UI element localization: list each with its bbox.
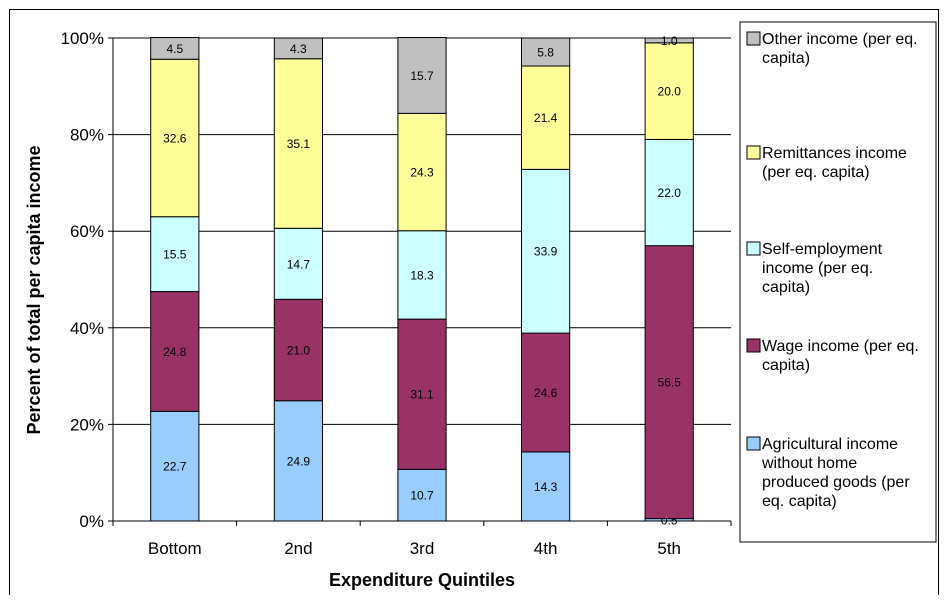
y-tick-label: 100% — [61, 29, 104, 48]
bar-segment — [644, 42, 694, 140]
legend-swatch — [746, 241, 761, 256]
x-tick-label: 4th — [534, 539, 558, 558]
bar-segment — [397, 37, 447, 114]
legend-label: capita) — [762, 50, 810, 67]
legend-label: without home — [761, 455, 857, 472]
legend-label: Remittances income — [762, 145, 907, 162]
bar-segment — [520, 37, 571, 67]
bar-segment — [273, 37, 324, 60]
y-axis-title: Percent of total per capita income — [24, 145, 44, 434]
bar-segment — [397, 230, 447, 320]
x-tick-label: 2nd — [284, 539, 312, 558]
legend-swatch — [746, 145, 761, 160]
y-tick-label: 60% — [70, 222, 104, 241]
bar-segment — [520, 168, 571, 334]
data-label: 22.0 — [658, 186, 682, 200]
data-label: 15.5 — [163, 248, 187, 262]
data-label: 33.9 — [534, 245, 558, 259]
x-axis-title: Expenditure Quintiles — [329, 570, 515, 590]
data-label: 20.0 — [658, 85, 682, 99]
data-label: 1.0 — [661, 34, 678, 48]
legend-label: Self-employment — [762, 241, 883, 258]
x-tick-label: 3rd — [410, 539, 435, 558]
x-tick-label: Bottom — [148, 539, 202, 558]
axes: 0% 20% 40% 60% 80% 100% Bottom 2nd 3rd 4th 5th — [61, 29, 732, 558]
bar-segment — [150, 37, 200, 60]
y-tick-label: 20% — [70, 415, 104, 434]
bar-segment — [150, 216, 200, 293]
bar-segment — [520, 65, 571, 170]
bar-segment — [273, 298, 324, 402]
data-label: 24.6 — [534, 386, 558, 400]
legend-label: produced goods (per — [762, 474, 910, 491]
bar-segment — [644, 138, 694, 247]
legend-swatch — [746, 436, 761, 451]
y-tick-label: 0% — [79, 512, 104, 531]
y-tick-label: 80% — [70, 126, 104, 145]
data-label: 14.7 — [287, 257, 311, 271]
data-label: 21.4 — [534, 111, 558, 125]
data-label: 24.3 — [410, 166, 434, 180]
bar-segment — [150, 291, 200, 412]
bar-segment — [644, 245, 694, 520]
y-tick-label: 40% — [70, 319, 104, 338]
bars: 22.7 24.8 15.5 32.6 4.5 24.9 21.0 14.7 35.1 4.3 10… — [150, 34, 694, 527]
legend: Other income (per eq. capita) Remittances … — [739, 21, 937, 543]
data-label: 4.5 — [166, 42, 183, 56]
legend-swatch — [746, 338, 761, 353]
data-label: 10.7 — [410, 489, 434, 503]
legend-label: Other income (per eq. — [762, 31, 918, 48]
data-label: 24.8 — [163, 345, 187, 359]
data-label: 22.7 — [163, 460, 187, 474]
data-label: 5.8 — [537, 46, 554, 60]
bar-segment — [397, 318, 447, 470]
bar-segment — [397, 112, 447, 232]
data-label: 35.1 — [287, 137, 311, 151]
data-label: 14.3 — [534, 480, 558, 494]
data-label: 32.6 — [163, 131, 187, 145]
x-tick-label: 5th — [657, 539, 681, 558]
legend-label: Agricultural income — [762, 436, 898, 453]
data-label: 24.9 — [287, 454, 311, 468]
data-label: 21.0 — [287, 344, 311, 358]
legend-label: capita) — [762, 279, 810, 296]
legend-label: Wage income (per eq. — [762, 338, 919, 355]
legend-label: eq. capita) — [762, 493, 837, 510]
data-label: 56.5 — [658, 376, 682, 390]
data-label: 18.3 — [410, 268, 434, 282]
legend-box — [739, 21, 937, 543]
data-label: 15.7 — [410, 69, 434, 83]
data-label: 31.1 — [410, 388, 434, 402]
data-label: 4.3 — [290, 42, 307, 56]
legend-label: (per eq. capita) — [762, 164, 870, 181]
legend-swatch — [746, 31, 761, 46]
bar-segment — [520, 332, 571, 453]
legend-label: income (per eq. — [762, 260, 873, 277]
bar-segment — [644, 37, 694, 44]
legend-label: capita) — [762, 357, 810, 374]
bar-segment — [273, 58, 324, 229]
